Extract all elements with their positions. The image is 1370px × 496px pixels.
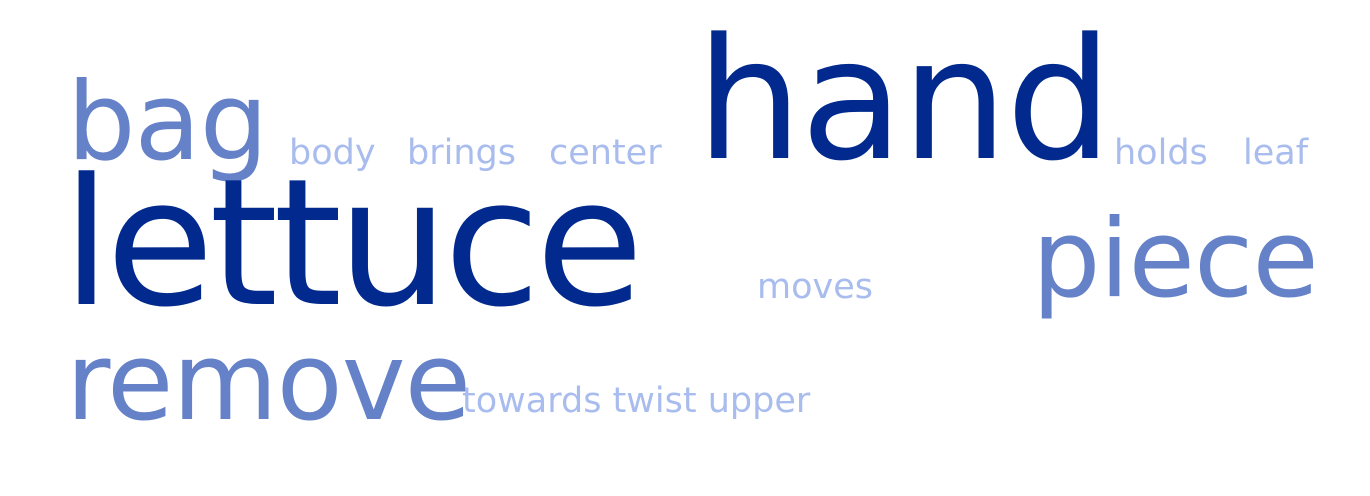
word-leaf: leaf	[1243, 133, 1309, 173]
word-piece: piece	[1032, 197, 1319, 322]
word-lettuce: lettuce	[62, 141, 644, 346]
word-brings: brings	[407, 133, 516, 173]
word-moves: moves	[757, 267, 873, 307]
word-holds: holds	[1114, 133, 1208, 173]
word-hand: hand	[696, 2, 1113, 198]
word-body: body	[289, 133, 376, 173]
word-center: center	[549, 133, 662, 173]
word-bag: bag	[67, 60, 268, 185]
word-towards-twist-upper: towards twist upper	[462, 381, 811, 421]
word-remove: remove	[66, 320, 471, 445]
